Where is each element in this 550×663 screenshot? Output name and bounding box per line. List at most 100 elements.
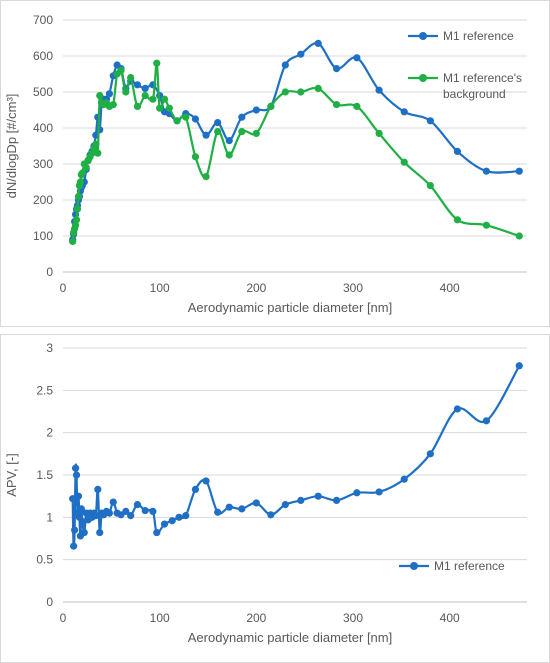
- bottom-series-1-point: [71, 526, 79, 534]
- bottom-series-1-point: [92, 512, 100, 520]
- top-series-2-point: [314, 84, 322, 92]
- bottom-series-1-point: [133, 501, 142, 509]
- top-series-2-point: [426, 182, 434, 190]
- top-series-2-point: [71, 221, 80, 229]
- top-series-2-point: [173, 117, 181, 125]
- top-series-2-point: [73, 205, 82, 213]
- top-series-2-point: [225, 151, 233, 159]
- chart-panel-top: 0 100 200 300 400 500 600 700 0 100 200 300 400 Aerod…: [0, 0, 550, 327]
- bottom-series-1-point: [78, 517, 86, 526]
- chart-panel-bottom: 0 0.5 1 1.5 2 2.5 3 0 100 200 300 400 Aerodynamic pa…: [0, 334, 550, 663]
- top-series-2-point: [165, 104, 173, 112]
- bottom-y-tick-label: 2.5: [36, 383, 53, 397]
- bottom-series-1-point: [122, 507, 130, 516]
- bottom-y-tick-label: 2: [46, 426, 53, 440]
- top-y-tick-label: 700: [33, 13, 53, 27]
- top-series-1-point: [214, 119, 222, 127]
- bottom-series-1-point: [141, 506, 149, 515]
- top-series-2-point: [515, 232, 523, 240]
- bottom-x-axis-title: Aerodynamic particle diameter [nm]: [188, 630, 392, 645]
- top-series-1-point: [281, 61, 289, 69]
- bottom-x-tick-label: 200: [246, 611, 266, 625]
- bottom-series-1-point: [191, 485, 200, 493]
- top-y-axis-title: dN/dlogDp [#/cm³]: [4, 94, 19, 199]
- top-series-1-point: [191, 115, 200, 123]
- bottom-series-1-point: [96, 528, 104, 537]
- top-y-tick-label: 400: [33, 121, 53, 135]
- bottom-series-line-1: [71, 365, 521, 549]
- top-series-2-point: [482, 221, 490, 229]
- bottom-y-tick-label: 3: [46, 341, 53, 355]
- top-series-2-point: [400, 158, 408, 166]
- top-series-2-point: [133, 102, 142, 110]
- top-series-2-point: [127, 74, 135, 82]
- top-series-2-point: [88, 149, 96, 157]
- bottom-series-1-point: [515, 362, 523, 370]
- bottom-series-1-point: [297, 496, 305, 504]
- bottom-series-1-point: [482, 417, 490, 425]
- top-series-2-point: [297, 88, 305, 96]
- top-y-tick-label: 600: [33, 49, 53, 63]
- bottom-series-1-point: [353, 489, 361, 497]
- top-x-tick-label: 400: [440, 281, 460, 295]
- top-series-2-point: [153, 59, 161, 67]
- top-series-2-point: [156, 104, 164, 112]
- top-series-2-point: [267, 102, 275, 110]
- top-y-tick-label: 200: [33, 193, 53, 207]
- top-x-tick-label: 300: [343, 281, 363, 295]
- bottom-series-1-point: [149, 507, 157, 516]
- top-series-2-point: [82, 164, 90, 172]
- bottom-series-1-point: [168, 517, 176, 525]
- bottom-y-axis-title: APV, [-]: [4, 453, 19, 497]
- bottom-y-tick-label: 0: [46, 595, 53, 609]
- top-series-2-point: [182, 113, 190, 121]
- bottom-y-tick-label: 1.5: [36, 468, 53, 482]
- bottom-series-1-point: [77, 505, 85, 513]
- top-series-1-point: [225, 137, 233, 145]
- top-series-2-point: [94, 149, 102, 157]
- top-series-1-point: [453, 147, 461, 155]
- top-series-2-point: [72, 216, 81, 224]
- bottom-series-1-point: [109, 498, 117, 506]
- top-series-1-point: [297, 50, 305, 58]
- top-legend-item-1: M1 reference: [408, 29, 514, 43]
- top-legend-label: M1 reference: [443, 29, 514, 43]
- top-series-2-point: [332, 101, 341, 109]
- bottom-series-1-point: [105, 509, 113, 517]
- top-series-2-point: [214, 128, 222, 136]
- bottom-series-1-point: [252, 499, 260, 507]
- top-series-2-point: [453, 216, 461, 224]
- top-series-1-point: [332, 65, 341, 73]
- bottom-series-1-point: [225, 503, 233, 511]
- bottom-series-1-point: [281, 501, 289, 509]
- bottom-series-1-point: [267, 511, 275, 519]
- chart-bottom-svg: 0 0.5 1 1.5 2 2.5 3 0 100 200 300 400 Aerodynamic pa…: [4, 341, 527, 645]
- top-series-2-point: [353, 102, 361, 110]
- top-series-1-point: [202, 131, 210, 139]
- top-y-tick-label: 0: [46, 265, 53, 279]
- top-series-2-point: [141, 92, 149, 100]
- bottom-series-1-point: [314, 492, 322, 500]
- bottom-series-1-point: [202, 477, 210, 485]
- top-series-2-point: [375, 129, 383, 137]
- bottom-series-1-point: [72, 471, 81, 479]
- top-series-2-point: [109, 101, 117, 109]
- bottom-y-tick-label: 0.5: [36, 553, 53, 567]
- top-series-2-point: [92, 140, 100, 148]
- bottom-legend-marker: [410, 562, 418, 570]
- top-series-2-point: [149, 95, 157, 103]
- bottom-x-tick-label: 100: [150, 611, 170, 625]
- bottom-series-1-point: [332, 496, 341, 504]
- bottom-series-1-point: [74, 492, 83, 500]
- top-series-1-point: [314, 39, 322, 48]
- bottom-legend-label: M1 reference: [434, 559, 505, 573]
- top-series-2-point: [96, 92, 104, 100]
- bottom-series-1-point: [127, 512, 135, 520]
- bottom-series-1-point: [175, 513, 183, 521]
- top-series-2-point: [160, 95, 169, 103]
- bottom-series-1-point: [238, 505, 246, 513]
- top-series-2-point: [238, 128, 246, 136]
- top-legend-item-2: M1 reference's background: [408, 71, 522, 101]
- top-series-1-point: [105, 90, 113, 98]
- bottom-series-1-point: [94, 485, 102, 493]
